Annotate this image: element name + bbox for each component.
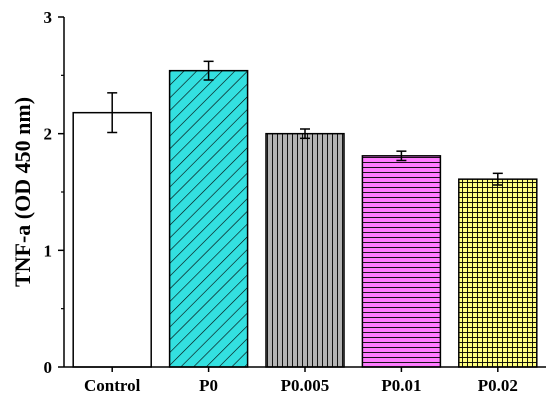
- y-tick-label: 0: [44, 358, 53, 377]
- y-tick-label: 3: [44, 8, 53, 27]
- x-tick-label: P0.01: [381, 376, 421, 395]
- plot-area: [72, 60, 538, 368]
- x-tick-label: P0.005: [281, 376, 330, 395]
- bar-control: [73, 112, 152, 368]
- x-tick-label: P0.02: [478, 376, 518, 395]
- bar-pattern: [266, 133, 344, 367]
- bar-pattern: [458, 179, 537, 367]
- y-tick-label: 2: [44, 125, 53, 144]
- bar-pattern: [169, 70, 248, 368]
- x-tick-label: P0: [199, 376, 218, 395]
- y-axis: 0 1 2 3: [44, 8, 65, 377]
- bar-pattern: [362, 155, 441, 367]
- y-axis-title: TNF-a (OD 450 nm): [10, 97, 35, 287]
- y-tick-label: 1: [44, 241, 53, 260]
- x-axis: Control P0 P0.005 P0.01 P0.02: [64, 366, 546, 395]
- x-tick-label: Control: [84, 376, 141, 395]
